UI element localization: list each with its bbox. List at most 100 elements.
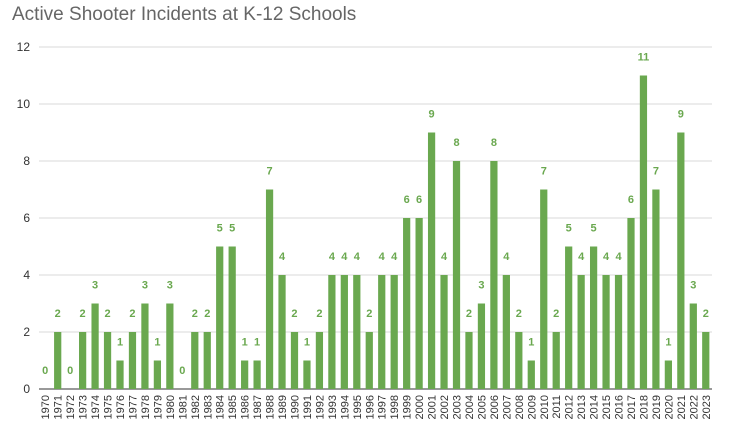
bar: [191, 332, 199, 389]
x-tick-label: 2020: [663, 395, 675, 419]
bar: [241, 360, 249, 389]
x-tick-label: 2013: [576, 395, 588, 419]
data-label: 4: [503, 251, 510, 263]
x-tick-label: 1999: [402, 395, 414, 419]
data-label: 2: [204, 308, 210, 320]
data-label: 4: [354, 251, 361, 263]
x-tick-label: 1990: [289, 395, 301, 419]
x-tick-label: 1982: [190, 395, 202, 419]
bar: [664, 360, 672, 389]
data-label: 2: [291, 308, 297, 320]
data-label: 7: [267, 166, 273, 178]
x-tick-label: 2005: [476, 395, 488, 419]
y-tick-label: 10: [17, 97, 31, 111]
bar: [527, 360, 535, 389]
x-tick-label: 2018: [638, 395, 650, 419]
x-tick-label: 1979: [152, 395, 164, 419]
data-label: 0: [179, 365, 185, 377]
x-tick-label: 2008: [514, 395, 526, 419]
x-tick-label: 1987: [252, 395, 264, 419]
x-tick-label: 1989: [277, 395, 289, 419]
x-tick-label: 2015: [601, 395, 613, 419]
data-label: 2: [80, 308, 86, 320]
data-label: 5: [229, 223, 235, 235]
bar: [378, 275, 386, 389]
data-label: 11: [638, 52, 650, 64]
x-tick-label: 1974: [90, 395, 102, 419]
x-tick-label: 1977: [127, 395, 139, 419]
bar: [465, 332, 473, 389]
data-label: 2: [516, 308, 522, 320]
bar: [702, 332, 710, 389]
data-label: 5: [566, 223, 572, 235]
bar: [689, 303, 697, 389]
data-label: 4: [441, 251, 448, 263]
bar: [128, 332, 137, 389]
bar: [390, 275, 398, 389]
x-tick-label: 1983: [202, 395, 214, 419]
data-label: 3: [167, 280, 173, 292]
data-label: 4: [279, 251, 286, 263]
x-tick-label: 2003: [452, 395, 464, 419]
data-label: 4: [578, 251, 585, 263]
data-label: 6: [416, 194, 422, 206]
x-tick-label: 1970: [40, 395, 52, 419]
x-tick-label: 2022: [688, 395, 700, 419]
data-label: 2: [553, 308, 559, 320]
bar: [54, 332, 62, 389]
x-tick-label: 1978: [140, 395, 152, 419]
data-label: 1: [665, 337, 671, 349]
bar: [565, 246, 573, 389]
data-label: 4: [329, 251, 336, 263]
bar: [216, 246, 224, 389]
x-tick-label: 1972: [65, 395, 77, 419]
data-label: 5: [591, 223, 597, 235]
data-label: 2: [104, 308, 110, 320]
bar: [166, 303, 174, 389]
x-tick-label: 1997: [377, 395, 389, 419]
x-tick-label: 2009: [526, 395, 538, 419]
bar: [141, 303, 149, 389]
gridlines: [39, 46, 712, 390]
data-label: 2: [192, 308, 198, 320]
x-tick-label: 1985: [227, 395, 239, 419]
x-axis-ticks: 1970 1971 1972 1973 1974 1975 1976 1977 1978 1979…: [40, 395, 713, 419]
data-label: 0: [42, 365, 48, 377]
bar: [290, 332, 299, 389]
bar: [315, 332, 324, 389]
bar: [303, 360, 311, 389]
x-tick-label: 2017: [626, 395, 638, 419]
bar: [153, 360, 162, 389]
data-label: 4: [603, 251, 610, 263]
bar: [328, 275, 336, 389]
data-label: 1: [528, 337, 534, 349]
bars: [54, 75, 710, 389]
data-label: 4: [615, 251, 622, 263]
x-tick-label: 1998: [389, 395, 401, 419]
x-tick-label: 2014: [589, 395, 601, 419]
bar: [427, 132, 436, 389]
data-label: 2: [366, 308, 372, 320]
data-label: 6: [404, 194, 410, 206]
y-tick-label: 4: [23, 268, 30, 282]
data-label: 2: [55, 308, 61, 320]
x-tick-label: 1984: [215, 395, 227, 419]
bar: [477, 303, 486, 389]
data-label: 1: [254, 337, 260, 349]
x-tick-label: 1988: [265, 395, 277, 419]
x-tick-label: 2006: [489, 395, 501, 419]
bar: [365, 332, 373, 389]
y-tick-label: 6: [23, 211, 30, 225]
bar: [490, 161, 498, 389]
data-label: 1: [304, 337, 310, 349]
data-label: 3: [478, 280, 484, 292]
bar: [552, 332, 560, 389]
x-tick-label: 2023: [701, 395, 713, 419]
x-tick-label: 2002: [439, 395, 451, 419]
bar: [278, 275, 286, 389]
x-tick-label: 1996: [364, 395, 376, 419]
y-tick-label: 12: [17, 40, 31, 54]
x-tick-label: 1976: [115, 395, 127, 419]
data-label: 1: [154, 337, 160, 349]
